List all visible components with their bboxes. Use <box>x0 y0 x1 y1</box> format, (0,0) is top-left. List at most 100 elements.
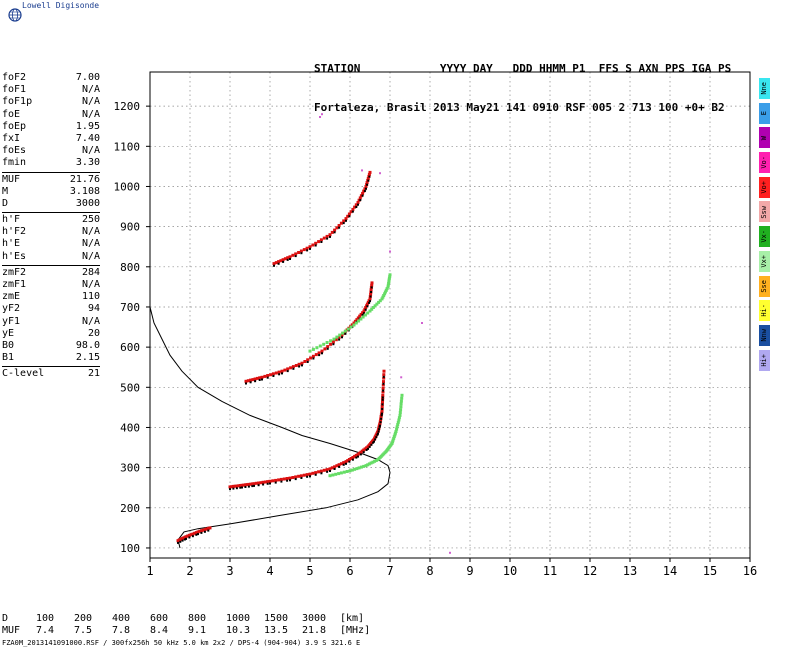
trace-point <box>400 393 404 397</box>
y-tick-label: 200 <box>120 502 140 515</box>
trace-point <box>367 172 371 176</box>
trace-point-shadow <box>266 376 269 379</box>
trace-point-shadow <box>375 436 378 439</box>
trace-point <box>228 485 232 489</box>
trace-point <box>297 362 301 366</box>
param-label: foE <box>2 108 21 120</box>
trace-point-shadow <box>364 308 367 311</box>
trace-point-shadow <box>229 488 231 491</box>
trace-point <box>333 228 337 232</box>
mode-label: Ssw <box>760 205 768 219</box>
x-tick-label: 4 <box>266 564 273 578</box>
param-label: fmin <box>2 157 27 169</box>
param-row: yF1 N/A <box>2 316 100 328</box>
trace-point <box>380 297 384 301</box>
trace-point <box>244 379 248 383</box>
trace-point-shadow <box>365 187 367 190</box>
trace-point <box>286 367 290 371</box>
trace-point <box>349 210 353 214</box>
x-tick-label: 6 <box>346 564 353 578</box>
trace-point <box>337 463 341 467</box>
trace-point <box>335 226 339 230</box>
param-label: zmE <box>2 291 21 303</box>
trace-point <box>266 374 270 377</box>
y-tick-label: 1200 <box>114 100 141 113</box>
stray-point <box>421 322 423 324</box>
trace-point-shadow <box>379 421 382 424</box>
trace-point <box>366 176 370 180</box>
trace-point <box>391 438 395 442</box>
trace-point <box>343 329 347 333</box>
param-value: N/A <box>81 226 100 238</box>
trace-point <box>279 259 283 263</box>
trace-point-shadow <box>320 241 323 243</box>
trace-point-shadow <box>382 382 385 385</box>
trace-point-shadow <box>301 364 303 367</box>
trace-point <box>332 337 336 341</box>
trace-point <box>271 372 275 376</box>
param-label: h'E <box>2 238 21 250</box>
trace-point <box>365 302 369 306</box>
trace-point-shadow <box>382 375 385 378</box>
trace-point <box>397 418 401 422</box>
param-divider <box>2 264 100 266</box>
x-tick-label: 3 <box>226 564 233 578</box>
trace-point <box>395 425 399 429</box>
trace-point-shadow <box>369 295 372 298</box>
param-value: 3.108 <box>69 185 100 197</box>
trace-point-shadow <box>235 487 238 490</box>
trace-point <box>261 480 265 484</box>
trace-point <box>368 297 372 301</box>
trace-point <box>399 405 403 409</box>
param-value: N/A <box>81 96 100 108</box>
trace-point <box>339 471 343 475</box>
trace-point <box>387 278 391 282</box>
trace-point <box>380 405 384 409</box>
trace-point <box>398 411 402 414</box>
param-label: B0 <box>2 339 15 351</box>
trace-point <box>314 353 318 357</box>
param-label: C-level <box>2 368 45 380</box>
stray-point <box>321 113 323 116</box>
trace-point-shadow <box>207 529 210 532</box>
trace-point <box>271 479 275 483</box>
trace-point <box>358 196 362 200</box>
y-tick-label: 900 <box>120 221 140 234</box>
trace-point <box>277 260 281 264</box>
trace-point <box>251 378 255 382</box>
param-value: 284 <box>81 266 100 278</box>
trace-point-shadow <box>333 468 336 470</box>
param-label: h'F2 <box>2 226 27 238</box>
trace-point <box>286 256 290 260</box>
trace-point-shadow <box>306 361 309 363</box>
trace-point <box>311 347 315 351</box>
trace-point-shadow <box>374 438 377 441</box>
trace-point <box>235 484 239 488</box>
trace-point <box>257 481 261 485</box>
trace-point <box>371 306 375 309</box>
trace-point-shadow <box>309 475 311 478</box>
param-label: foF1p <box>2 96 33 108</box>
trace-point <box>289 366 293 370</box>
trace-point <box>370 307 374 311</box>
y-tick-label: 600 <box>120 341 140 354</box>
distance-cell: 100 <box>36 613 55 624</box>
param-value: 3.30 <box>75 157 100 169</box>
trace-point <box>361 191 365 195</box>
trace-point <box>314 471 318 475</box>
trace-point-shadow <box>351 458 354 461</box>
trace-point <box>347 212 351 216</box>
trace-point-shadow <box>367 447 369 450</box>
param-label: foF1 <box>2 84 27 96</box>
trace-point <box>339 462 343 466</box>
trace-point <box>297 251 301 254</box>
trace-point-shadow <box>362 451 365 454</box>
trace-point-shadow <box>289 479 291 482</box>
trace-point <box>317 351 321 355</box>
param-label: fxI <box>2 132 21 144</box>
param-row: zmF1 N/A <box>2 279 100 291</box>
trace-point <box>233 484 237 488</box>
trace-point <box>283 257 287 261</box>
trace-point <box>374 459 378 462</box>
param-row: B1 2.15 <box>2 352 100 364</box>
